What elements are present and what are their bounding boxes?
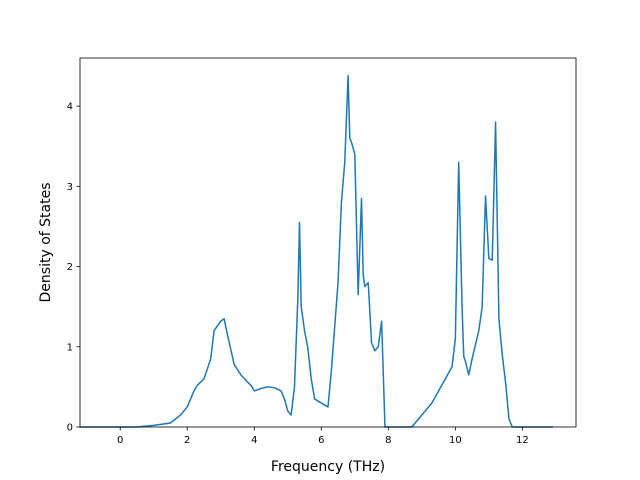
series-line-0 bbox=[79, 74, 554, 428]
y-axis-ticks: 0 1 2 3 4 bbox=[67, 102, 80, 434]
x-axis-title: Frequency (THz) bbox=[271, 459, 385, 475]
x-tick-label: 12 bbox=[516, 435, 529, 446]
y-tick-label: 0 bbox=[67, 423, 73, 434]
x-tick-label: 6 bbox=[318, 435, 324, 446]
y-tick-label: 2 bbox=[67, 262, 73, 273]
x-tick-label: 4 bbox=[251, 435, 257, 446]
x-tick-label: 2 bbox=[184, 435, 190, 446]
y-axis-title: Density of States bbox=[38, 183, 54, 303]
y-tick-label: 3 bbox=[67, 182, 73, 193]
plot-area bbox=[80, 58, 576, 427]
y-tick-label: 1 bbox=[67, 342, 73, 353]
series-layer bbox=[79, 74, 554, 428]
x-axis-ticks: 0 2 4 6 8 10 12 bbox=[117, 427, 529, 446]
x-tick-label: 0 bbox=[117, 435, 123, 446]
x-tick-label: 8 bbox=[385, 435, 391, 446]
y-tick-label: 4 bbox=[67, 102, 73, 113]
x-tick-label: 10 bbox=[449, 435, 462, 446]
plot-frame bbox=[79, 57, 577, 428]
